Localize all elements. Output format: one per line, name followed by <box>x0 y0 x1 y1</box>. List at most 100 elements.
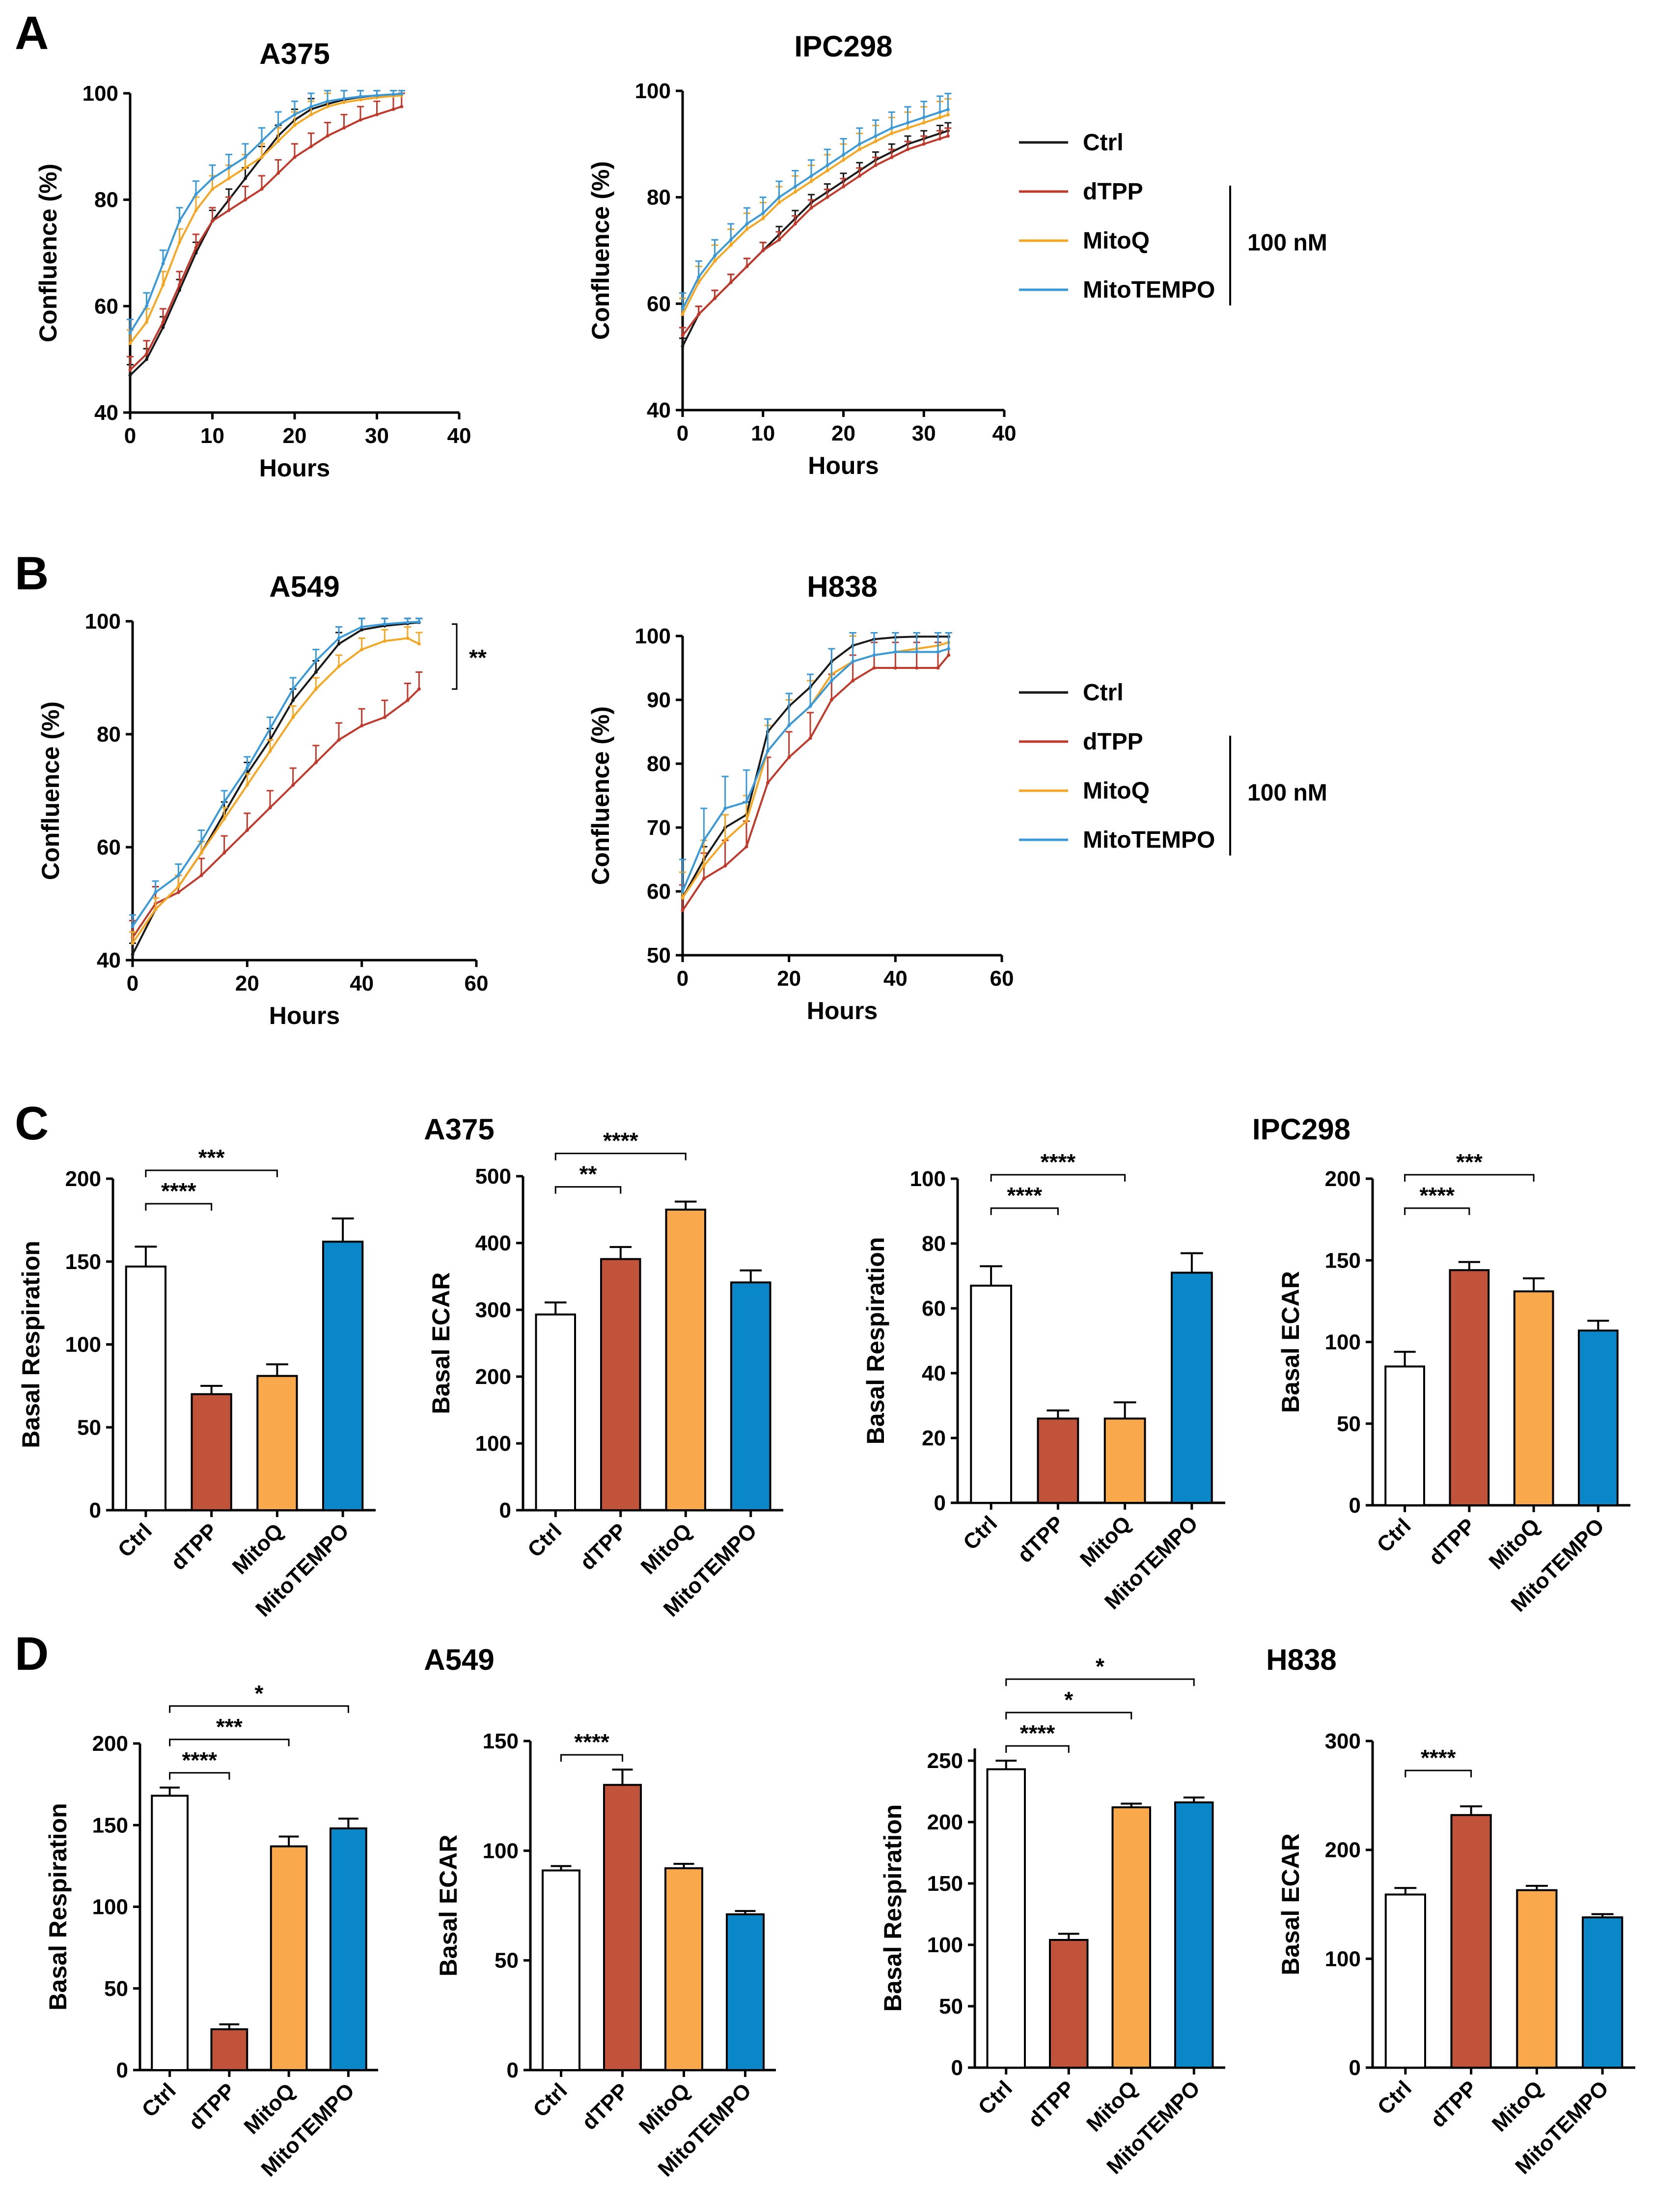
data-point <box>946 108 950 111</box>
panel-letter-d: D <box>15 1628 49 1680</box>
legend-a-mitotempo-label: MitoTEMPO <box>1083 277 1215 303</box>
x-tick-label: dTPP <box>184 2078 240 2134</box>
data-point <box>872 666 876 670</box>
section-title-d-right: H838 <box>1266 1643 1336 1676</box>
y-tick-label: 0 <box>507 2058 519 2082</box>
bar-dtpp <box>1450 1814 1492 2069</box>
y-tick-label: 0 <box>1349 2056 1361 2080</box>
significance-label: **** <box>1041 1149 1076 1175</box>
significance-bracket <box>990 1174 1126 1182</box>
data-point <box>936 666 940 670</box>
significance-bracket <box>145 1169 278 1177</box>
x-tick-label: 20 <box>235 971 259 995</box>
data-point <box>244 166 247 170</box>
series-mitoq <box>679 98 952 316</box>
data-point <box>842 185 845 189</box>
data-point <box>681 889 685 893</box>
y-axis-label: Confluence (%) <box>587 161 614 340</box>
data-point <box>222 817 226 821</box>
x-tick-label: MitoQ <box>228 1519 288 1579</box>
data-point <box>842 158 845 162</box>
data-point <box>729 243 733 247</box>
x-tick-label: Ctrl <box>959 1511 1002 1554</box>
data-point <box>178 283 181 287</box>
data-point <box>161 262 165 266</box>
data-point <box>360 724 364 728</box>
data-point <box>936 650 940 654</box>
y-tick-label: 50 <box>77 1415 101 1439</box>
bar-mitoq <box>1516 1889 1558 2069</box>
section-title-d-left: A549 <box>424 1643 494 1676</box>
data-point <box>697 312 701 316</box>
data-point <box>326 105 330 109</box>
data-point <box>809 206 813 210</box>
data-point <box>314 670 318 674</box>
data-point <box>713 254 716 258</box>
data-point <box>131 953 135 956</box>
data-point <box>375 112 379 116</box>
data-point <box>793 185 797 189</box>
data-point <box>245 829 249 832</box>
series-line-dtpp <box>682 654 950 912</box>
x-tick-label: 0 <box>127 971 138 995</box>
significance-label: **** <box>182 1747 217 1773</box>
bar-dtpp <box>1049 1939 1089 2069</box>
y-tick-label: 50 <box>104 1977 128 2001</box>
series-line-mitoq <box>682 641 949 899</box>
legend-b-mitotempo-label: MitoTEMPO <box>1083 827 1215 853</box>
data-point <box>145 358 148 361</box>
data-point <box>713 297 716 300</box>
y-tick-label: 40 <box>94 401 118 425</box>
data-point <box>872 653 876 657</box>
bar-dtpp <box>600 1258 641 1511</box>
data-point <box>744 800 748 804</box>
significance-label: **** <box>1421 1745 1456 1770</box>
data-point <box>406 636 410 640</box>
data-point <box>199 840 203 843</box>
data-point <box>946 134 950 138</box>
data-point <box>417 620 421 624</box>
series-mitoq <box>127 90 405 345</box>
y-tick-label: 70 <box>647 816 671 840</box>
data-point <box>161 283 165 287</box>
data-point <box>383 639 386 643</box>
data-point <box>842 153 845 157</box>
data-point <box>276 123 280 127</box>
significance-label: **** <box>603 1128 638 1154</box>
data-point <box>400 92 404 96</box>
data-point <box>222 800 226 804</box>
y-tick-label: 0 <box>116 2058 128 2082</box>
y-tick-label: 150 <box>927 1872 963 1896</box>
data-point <box>744 819 748 823</box>
y-tick-label: 0 <box>1349 1493 1361 1518</box>
y-axis-label: Basal ECAR <box>427 1272 455 1414</box>
y-tick-label: 200 <box>1325 1838 1361 1862</box>
data-point <box>809 174 813 178</box>
data-point <box>406 698 410 702</box>
data-point <box>128 341 132 345</box>
x-tick-label: 0 <box>677 967 689 991</box>
data-point <box>809 179 813 183</box>
data-point <box>358 95 362 98</box>
data-point <box>391 108 395 111</box>
significance-bracket <box>1404 1174 1535 1182</box>
x-tick-label: MitoQ <box>1082 2076 1142 2136</box>
significance-label: **** <box>1007 1183 1042 1208</box>
chart-title: A549 <box>269 570 339 603</box>
data-point <box>745 227 749 231</box>
data-point <box>829 698 833 702</box>
data-point <box>245 766 249 770</box>
data-point <box>337 642 341 646</box>
data-point <box>826 164 829 167</box>
data-point <box>291 687 295 691</box>
series-ctrl <box>679 632 952 900</box>
panel-letter-b: B <box>15 547 49 600</box>
data-point <box>744 845 748 849</box>
y-tick-label: 100 <box>910 1167 946 1191</box>
data-point <box>154 890 158 894</box>
y-tick-label: 200 <box>1325 1167 1361 1191</box>
x-tick-label: 60 <box>990 967 1014 991</box>
data-point <box>360 628 364 632</box>
